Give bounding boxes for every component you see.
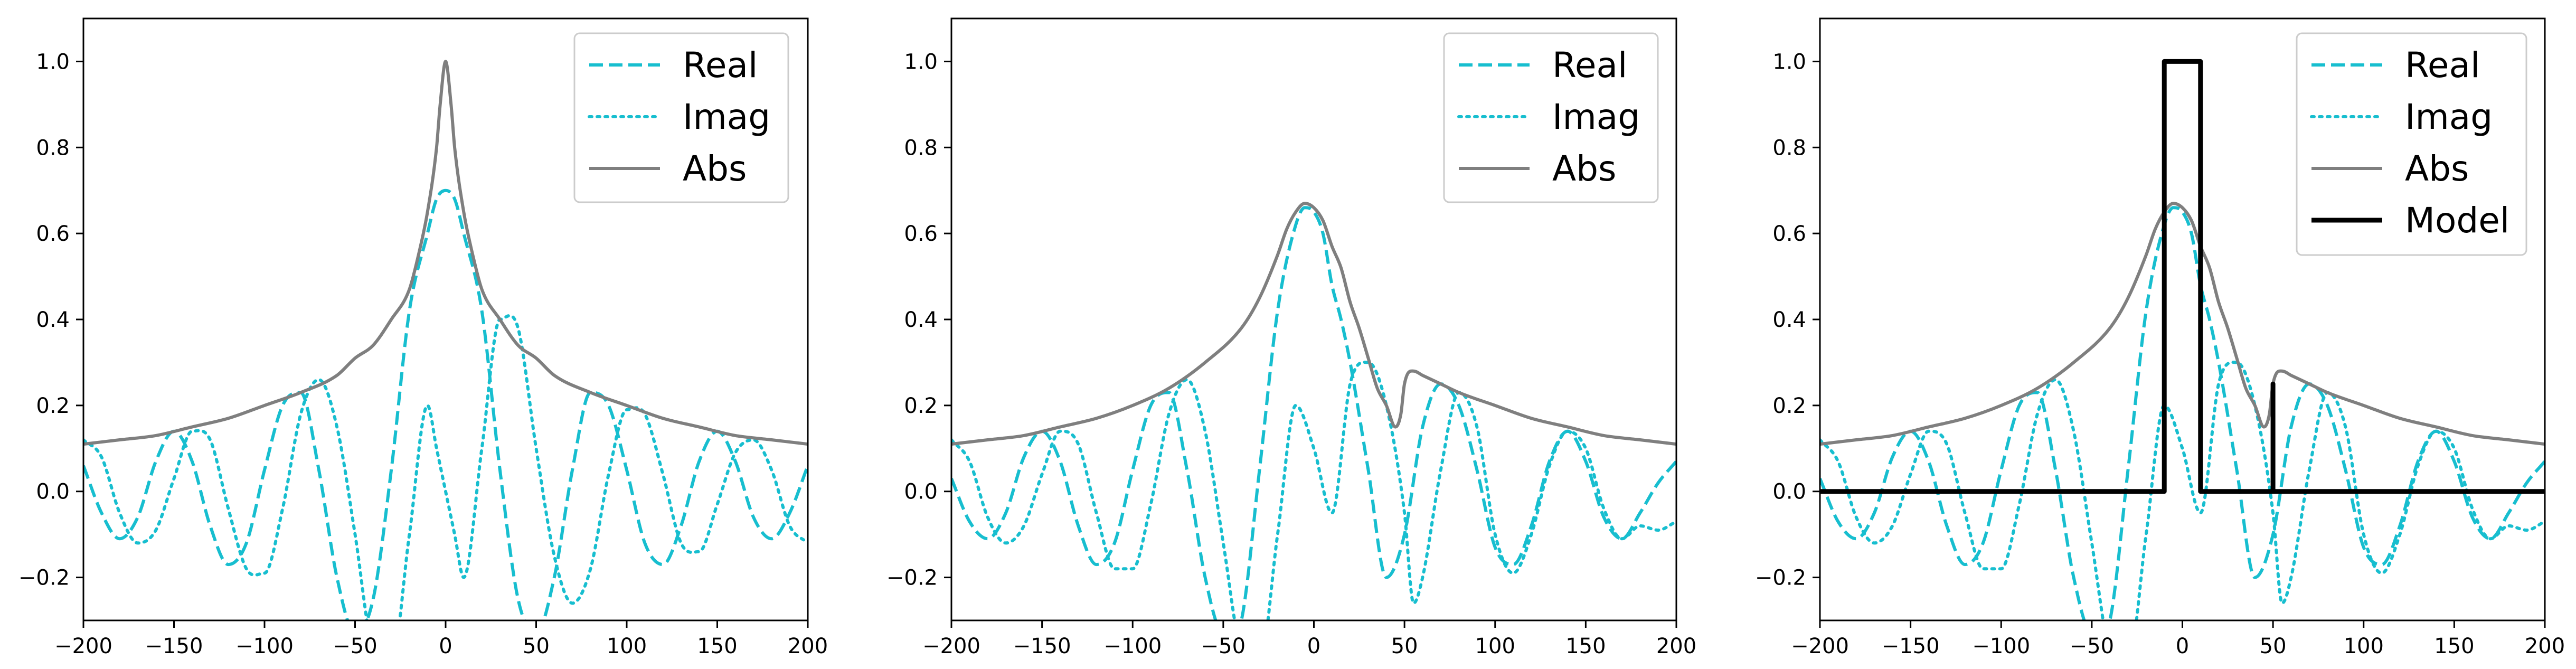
x-tick-label: −200 xyxy=(54,634,112,658)
x-tick-label: −50 xyxy=(1201,634,1245,658)
x-tick-label: −100 xyxy=(1972,634,2030,658)
x-tick-label: 100 xyxy=(607,634,647,658)
series-line-imag xyxy=(951,361,1676,620)
x-tick-label: 200 xyxy=(2525,634,2565,658)
y-tick-label: 0.2 xyxy=(36,394,70,418)
legend-box xyxy=(573,32,789,203)
x-tick-label: 150 xyxy=(1565,634,1606,658)
x-tick-label: −150 xyxy=(145,634,203,658)
x-tick-label: −200 xyxy=(1791,634,1849,658)
y-tick-label: 0.8 xyxy=(1772,136,1806,160)
x-tick-label: −150 xyxy=(1882,634,1940,658)
x-tick-label: −100 xyxy=(1103,634,1162,658)
y-tick-label: 1.0 xyxy=(36,50,70,74)
legend-label-imag: Imag xyxy=(1552,97,1640,137)
legend-label-abs: Abs xyxy=(683,148,747,189)
y-tick-label: 0.4 xyxy=(904,308,938,332)
legend-box xyxy=(2296,32,2527,256)
y-tick-label: 0.0 xyxy=(36,480,70,504)
y-tick-label: 0.4 xyxy=(36,308,70,332)
series-line-imag xyxy=(83,314,808,620)
y-tick-label: 0.0 xyxy=(904,480,938,504)
series-line-abs xyxy=(83,60,808,446)
legend-label-real: Real xyxy=(2405,45,2480,86)
x-tick-label: 200 xyxy=(788,634,828,658)
legend-label-abs: Abs xyxy=(2405,148,2469,189)
series-line-real xyxy=(1820,206,2545,620)
y-tick-label: 1.0 xyxy=(1772,50,1806,74)
x-tick-label: 100 xyxy=(1475,634,1515,658)
legend-label-model: Model xyxy=(2405,200,2509,241)
y-tick-label: 0.8 xyxy=(36,136,70,160)
x-tick-label: −150 xyxy=(1013,634,1071,658)
plot-area xyxy=(951,202,1676,620)
x-tick-label: 100 xyxy=(2344,634,2384,658)
chart-panel-2: −200 −150 −100 −50 0 50 100 150 200 −0.2 0.0 0.2 0.4… xyxy=(886,17,1696,658)
x-tick-label: 0 xyxy=(1307,634,1320,658)
legend-label-real: Real xyxy=(1552,45,1627,86)
x-tick-label: 50 xyxy=(523,634,550,658)
chart-panel-3: −200 −150 −100 −50 0 50 100 150 200 −0.2 0.0 0.2 0.4… xyxy=(1755,17,2565,658)
y-tick-label: 0.6 xyxy=(904,222,938,246)
x-tick-label: 0 xyxy=(2176,634,2189,658)
legend-label-real: Real xyxy=(683,45,758,86)
legend-label-imag: Imag xyxy=(2405,97,2493,137)
y-tick-label: −0.2 xyxy=(1755,566,1806,590)
x-tick-label: −100 xyxy=(235,634,294,658)
x-tick-label: 50 xyxy=(2260,634,2287,658)
legend: Real Imag Abs Model xyxy=(2296,32,2527,256)
x-tick-label: −50 xyxy=(2070,634,2114,658)
y-tick-label: 0.6 xyxy=(1772,222,1806,246)
x-tick-label: −200 xyxy=(922,634,980,658)
series-line-real xyxy=(951,206,1676,620)
series-line-imag xyxy=(1820,361,2545,620)
plot-area xyxy=(83,60,808,620)
y-tick-label: 0.2 xyxy=(1772,394,1806,418)
legend-label-imag: Imag xyxy=(683,97,770,137)
y-tick-label: 0.6 xyxy=(36,222,70,246)
legend: Real Imag Abs xyxy=(1443,32,1659,203)
x-tick-label: 150 xyxy=(697,634,737,658)
plot-area xyxy=(1820,59,2545,620)
series-line-abs xyxy=(1820,202,2545,446)
x-tick-label: −50 xyxy=(333,634,377,658)
y-tick-label: 0.4 xyxy=(1772,308,1806,332)
legend-box xyxy=(1443,32,1659,203)
series-line-abs xyxy=(951,202,1676,446)
y-tick-label: 0.0 xyxy=(1772,480,1806,504)
y-tick-label: 0.8 xyxy=(904,136,938,160)
y-tick-label: 0.2 xyxy=(904,394,938,418)
series-line-model xyxy=(1820,59,2545,494)
y-tick-label: −0.2 xyxy=(886,566,938,590)
legend: Real Imag Abs xyxy=(573,32,789,203)
y-tick-label: −0.2 xyxy=(18,566,70,590)
x-tick-label: 200 xyxy=(1656,634,1696,658)
chart-panel-1: −200 −150 −100 −50 0 50 100 150 200 −0.2 0.0 0.2 0.4… xyxy=(18,17,828,658)
x-tick-label: 0 xyxy=(439,634,452,658)
legend-label-abs: Abs xyxy=(1552,148,1616,189)
x-tick-label: 150 xyxy=(2434,634,2474,658)
series-line-real xyxy=(83,189,808,620)
y-tick-label: 1.0 xyxy=(904,50,938,74)
x-tick-label: 50 xyxy=(1391,634,1418,658)
